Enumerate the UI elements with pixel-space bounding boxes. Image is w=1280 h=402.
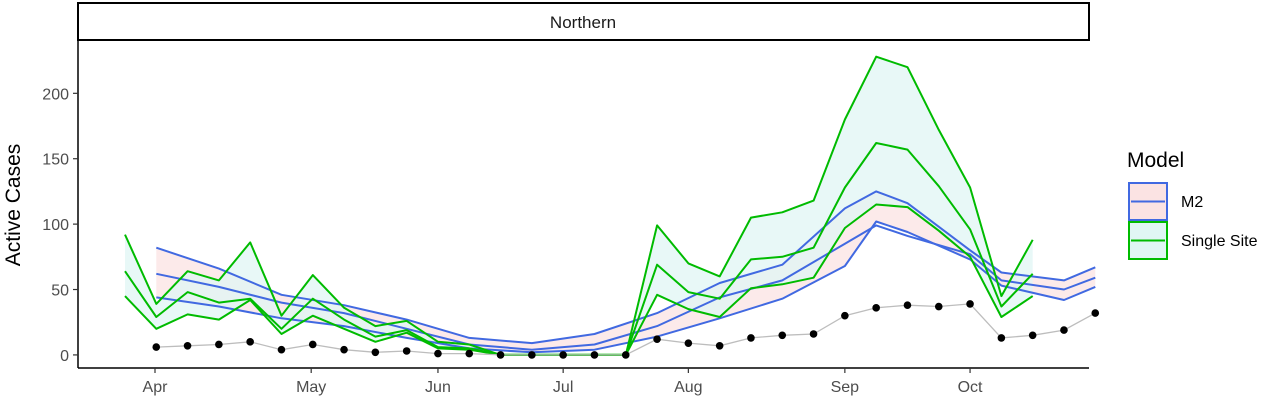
x-tick-label: Jul: [553, 379, 573, 396]
m2-mid-line: [156, 224, 1096, 351]
x-tick-label: Oct: [958, 379, 983, 396]
observed-point: [621, 351, 630, 359]
legend-title: Model: [1127, 149, 1184, 172]
observed-point: [903, 301, 912, 310]
y-tick-label: 150: [42, 152, 69, 169]
observed-point: [465, 349, 474, 358]
observed-point: [1091, 309, 1100, 317]
legend-label-m2: M2: [1181, 194, 1203, 211]
m2-upper-line: [155, 190, 1096, 345]
observed-point: [1060, 326, 1068, 334]
observed-point: [778, 331, 787, 340]
observed-point: [934, 302, 943, 311]
observed-point: [434, 349, 442, 358]
legend-label-single-site: Single Site: [1181, 233, 1258, 250]
observed-layer: [152, 300, 1100, 359]
m2-ribbon: [156, 191, 1096, 353]
observed-point: [496, 351, 505, 359]
legend: Model M2 Single Site: [1127, 149, 1258, 260]
y-axis-title: Active Cases: [2, 144, 25, 267]
observed-point: [308, 340, 317, 349]
x-tick-label: Aug: [674, 379, 702, 396]
observed-point: [402, 347, 411, 355]
observed-point: [997, 334, 1006, 342]
x-axis-ticks: Apr May Jun Jul Aug Sep Oct: [143, 368, 983, 396]
observed-point: [966, 300, 974, 308]
y-tick-label: 0: [60, 348, 69, 365]
observed-point: [246, 338, 254, 346]
x-tick-label: Apr: [143, 379, 169, 396]
observed-point: [684, 339, 693, 347]
facet-strip: Northern: [77, 2, 1090, 41]
observed-point: [841, 311, 849, 320]
observed-point: [809, 330, 818, 338]
observed-point: [371, 348, 380, 357]
observed-point: [340, 345, 348, 354]
observed-point: [152, 343, 161, 351]
observed-point: [715, 341, 724, 350]
observed-point: [277, 345, 286, 354]
y-tick-label: 50: [51, 283, 69, 300]
observed-point: [528, 351, 536, 359]
observed-point: [183, 341, 192, 350]
observed-point: [1028, 331, 1037, 340]
x-tick-label: Sep: [831, 379, 860, 396]
observed-point: [872, 304, 880, 312]
observed-point: [590, 351, 599, 359]
observed-point: [559, 351, 567, 359]
observed-point: [215, 340, 223, 349]
y-tick-label: 100: [42, 217, 69, 234]
x-tick-label: Jun: [425, 379, 451, 396]
observed-point: [653, 335, 661, 344]
observed-point: [747, 334, 755, 342]
y-axis-ticks: 0 50 100 150 200: [42, 86, 78, 365]
facet-label: Northern: [550, 13, 616, 32]
x-tick-label: May: [296, 379, 326, 396]
y-tick-label: 200: [42, 86, 69, 103]
